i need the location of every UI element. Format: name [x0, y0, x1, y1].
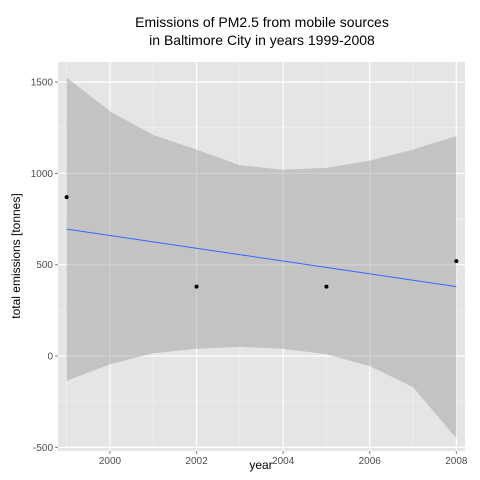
- y-tick-label: -500: [33, 443, 53, 454]
- y-tick-label: 0: [47, 352, 53, 363]
- y-axis-label: total emissions [tonnes]: [9, 193, 23, 318]
- data-point: [454, 259, 458, 263]
- x-tick-label: 2000: [99, 456, 122, 467]
- data-point: [324, 285, 328, 289]
- x-tick-label: 2008: [445, 456, 468, 467]
- x-tick-label: 2006: [359, 456, 382, 467]
- chart-title-line-1: Emissions of PM2.5 from mobile sources: [135, 14, 389, 30]
- x-tick-label: 2004: [272, 456, 295, 467]
- data-point: [65, 195, 69, 199]
- y-axis: -500 0 500 1000 1500: [31, 78, 58, 454]
- y-tick-label: 1000: [31, 169, 54, 180]
- y-tick-label: 1500: [31, 78, 54, 89]
- x-axis: 2000 2002 2004 2006 2008: [99, 451, 468, 467]
- chart-title-line-2: in Baltimore City in years 1999-2008: [149, 32, 375, 48]
- data-point: [195, 285, 199, 289]
- y-tick-label: 500: [36, 260, 53, 271]
- x-axis-label: year: [249, 458, 272, 472]
- x-tick-label: 2002: [185, 456, 208, 467]
